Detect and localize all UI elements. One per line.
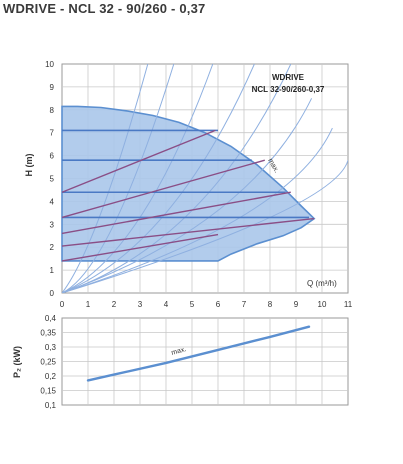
proportional-pressure-line-2 [61,217,315,247]
head-chart-series [61,64,348,293]
power-curve [86,325,311,382]
y-tick-label: 0,3 [45,343,57,352]
max-label-power: max. [171,346,188,357]
x-tick-label: 10 [318,300,327,309]
y-axis-label-power: P₂ (kW) [12,346,22,378]
x-tick-label: 3 [138,300,143,309]
x-tick-label: 6 [216,300,221,309]
y-tick-label: 5 [50,175,55,184]
power-chart-ticks: 0,4 0,35 0,3 0,25 0,2 0,15 0,1 [40,314,56,410]
y-tick-label: 10 [45,60,54,69]
y-tick-label: 0,4 [45,314,57,323]
proportional-pressure-line-4 [61,159,265,219]
y-tick-label: 4 [50,197,55,206]
x-tick-label: 9 [294,300,299,309]
y-tick-label: 1 [50,266,55,275]
system-curve-1 [62,64,149,293]
x-tick-label: 2 [112,300,117,309]
y-tick-label: 7 [50,129,55,138]
y-tick-label: 0,35 [40,329,56,338]
y-tick-label: 3 [50,220,55,229]
x-tick-label: 7 [242,300,247,309]
y-tick-label: 0,25 [40,358,56,367]
legend-subtitle: NCL 32-90/260-0,37 [252,85,325,94]
y-tick-label: 0,15 [40,387,56,396]
y-tick-label: 8 [50,106,55,115]
y-tick-label: 6 [50,152,55,161]
y-axis-label-head: H (m) [24,154,34,177]
x-axis-label-flow: Q (m³/h) [307,279,337,288]
system-curve-4 [62,64,255,293]
y-tick-label: 0 [50,289,55,298]
proportional-pressure-line-1 [61,233,219,262]
x-tick-label: 1 [86,300,91,309]
legend-title: WDRIVE [272,73,305,82]
x-tick-label: 0 [60,300,65,309]
x-tick-label: 11 [344,300,353,309]
y-tick-label: 0,1 [45,401,57,410]
head-chart-ticks: 0 1 2 3 4 5 6 7 8 9 10 11 0 1 2 3 4 5 6 7 8 9 10 [45,60,353,309]
page-title: WDRIVE - NCL 32 - 90/260 - 0,37 [3,1,206,16]
system-curve-6 [62,98,313,293]
x-tick-label: 5 [190,300,195,309]
x-tick-label: 4 [164,300,169,309]
proportional-pressure-line-3 [61,191,291,235]
y-tick-label: 9 [50,83,55,92]
system-curve-7 [62,127,333,293]
power-chart-series [86,325,311,382]
head-chart: 0 1 2 3 4 5 6 7 8 9 10 11 0 1 2 3 4 5 6 7 8 9 10 H (m) Q (m³/h… [24,60,353,309]
y-tick-label: 2 [50,243,55,252]
power-chart-grid [62,318,348,405]
y-tick-label: 0,2 [45,372,57,381]
power-chart: 0,4 0,35 0,3 0,25 0,2 0,15 0,1 P₂ (kW) max. [12,314,349,410]
x-tick-label: 8 [268,300,273,309]
proportional-pressure-line-5 [61,129,216,193]
